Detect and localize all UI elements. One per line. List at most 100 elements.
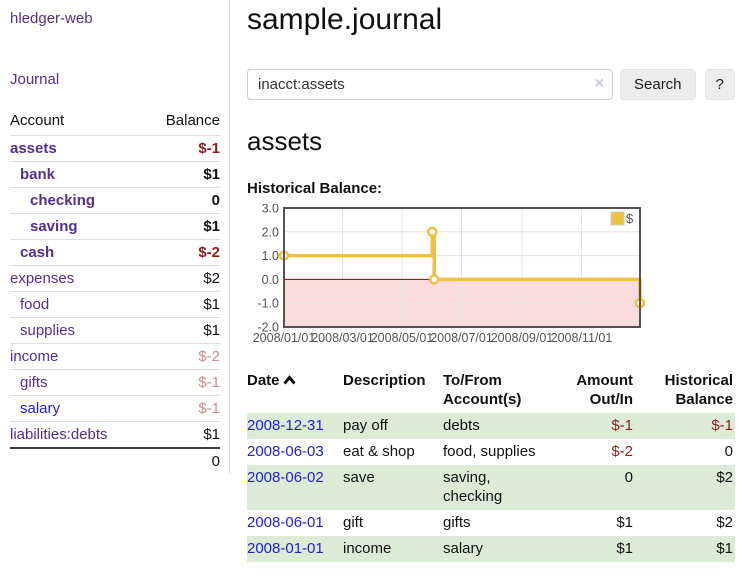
svg-text:0.0: 0.0 [262,273,279,287]
app-title-link[interactable]: hledger-web [10,10,93,27]
sort-up-icon [282,371,296,390]
balance-column-header: Balance [165,112,220,129]
txn-description: gift [343,514,364,531]
account-balance: 0 [211,192,220,209]
txn-accounts: food, supplies [443,443,536,460]
account-row: assets $-1 [10,135,220,162]
txn-accounts: saving, checking [443,469,503,505]
account-balance: $2 [203,270,220,287]
account-balance: $1 [203,166,220,183]
account-column-header: Account [10,112,65,129]
svg-text:1.0: 1.0 [262,249,279,263]
search-button[interactable]: Search [620,69,696,100]
accounts-column-header: To/From Account(s) [443,372,522,408]
account-row: bank $1 [10,161,220,188]
svg-text:2008/09/01: 2008/09/01 [491,331,554,345]
account-link[interactable]: gifts [20,374,48,391]
txn-amount: $-2 [611,443,633,460]
txn-balance: $1 [716,540,733,557]
account-link[interactable]: checking [30,192,96,209]
svg-text:2008/07/01: 2008/07/01 [430,331,493,345]
register-table-body: 2008-12-31 pay off debts $-1 $-1 2008-06-03 ea… [247,413,735,562]
accounts-total: 0 [144,447,220,474]
account-row: supplies $1 [10,317,220,344]
txn-amount: $-1 [611,417,633,434]
page: hledger-web Journal Account Balance asse… [0,0,742,562]
account-link[interactable]: saving [30,218,78,235]
main-content: sample.journal × Search ? assets Histori… [230,0,742,562]
svg-text:-2.0: -2.0 [257,321,279,335]
register-row: 2008-01-01 income salary $1 $1 [247,536,735,562]
account-row: cash $-2 [10,239,220,266]
amount-column-header: Amount Out/In [576,372,633,408]
svg-text:-1.0: -1.0 [257,297,279,311]
txn-date-link[interactable]: 2008-06-03 [247,443,324,460]
txn-date-link[interactable]: 2008-01-01 [247,540,324,557]
account-link[interactable]: bank [20,166,56,183]
txn-amount: 0 [624,469,633,486]
txn-balance: $-1 [711,417,733,434]
historical-balance-chart: $3.0 2.0 1.0 0.0 -1.0 -2.0 2008/01/01 2008/03/0… [247,202,735,355]
account-link[interactable]: food [20,296,50,313]
svg-text:3.0: 3.0 [262,204,279,216]
txn-description: eat & shop [343,443,415,460]
account-link[interactable]: liabilities:debts [10,426,108,443]
txn-accounts: gifts [443,514,471,531]
account-row: gifts $-1 [10,369,220,396]
account-balance: $-1 [198,374,220,391]
txn-date-link[interactable]: 2008-06-01 [247,514,324,531]
accounts-total-row: 0 [10,447,220,474]
register-row: 2008-06-03 eat & shop food, supplies $-2 0 [247,439,735,465]
account-row: expenses $2 [10,265,220,292]
txn-balance: $2 [716,514,733,531]
sidebar: hledger-web Journal Account Balance asse… [0,0,230,474]
description-column-header: Description [343,372,426,389]
account-link[interactable]: supplies [20,322,76,339]
account-row: checking 0 [10,187,220,214]
account-link[interactable]: income [10,348,59,365]
search-input[interactable] [247,69,613,100]
account-link[interactable]: cash [20,244,55,261]
account-row: food $1 [10,291,220,318]
txn-amount: $1 [616,540,633,557]
txn-description: income [343,540,392,557]
account-link[interactable]: salary [20,400,61,417]
register-header-row: Date Description To/From Account(s) Amou… [247,368,735,413]
svg-text:2.0: 2.0 [262,225,279,239]
svg-text:2008/01/01: 2008/01/01 [253,331,316,345]
accounts-table-body: assets $-1 bank $1 checking 0 saving $1 cash $-2 e… [10,135,220,449]
clear-search-icon[interactable]: × [594,75,604,92]
accounts-table-header: Account Balance [10,107,220,136]
txn-date-link[interactable]: 2008-12-31 [247,417,324,434]
register-row: 2008-06-01 gift gifts $1 $2 [247,510,735,536]
account-heading: assets [247,126,323,156]
register-row: 2008-06-02 save saving, checking 0 $2 [247,465,735,510]
chart-title: Historical Balance: [247,180,383,197]
account-row: salary $-1 [10,395,220,422]
svg-text:2008/03/01: 2008/03/01 [311,331,374,345]
sidebar-item-journal[interactable]: Journal [10,71,60,88]
account-row: liabilities:debts $1 [10,421,220,449]
svg-text:2008/11/01: 2008/11/01 [551,331,613,345]
account-balance: $-2 [198,244,220,261]
account-balance: $1 [203,426,220,443]
account-balance: $-2 [198,348,220,365]
search-box: × [247,69,613,100]
page-title: sample.journal [247,3,443,36]
txn-accounts: salary [443,540,484,557]
register-table: Date Description To/From Account(s) Amou… [247,368,735,562]
svg-text:2008/05/01: 2008/05/01 [371,331,434,345]
account-row: saving $1 [10,213,220,240]
account-link[interactable]: expenses [10,270,75,287]
account-balance: $1 [203,296,220,313]
help-button[interactable]: ? [704,69,735,100]
date-column-header[interactable]: Date [247,368,343,413]
account-balance: $1 [203,218,220,235]
account-balance: $-1 [198,400,220,417]
txn-date-link[interactable]: 2008-06-02 [247,469,324,486]
balance-column-header-register: Historical Balance [664,372,733,408]
txn-balance: $2 [716,469,733,486]
account-link[interactable]: assets [10,140,57,157]
account-balance: $1 [203,322,220,339]
txn-balance: 0 [724,443,733,460]
